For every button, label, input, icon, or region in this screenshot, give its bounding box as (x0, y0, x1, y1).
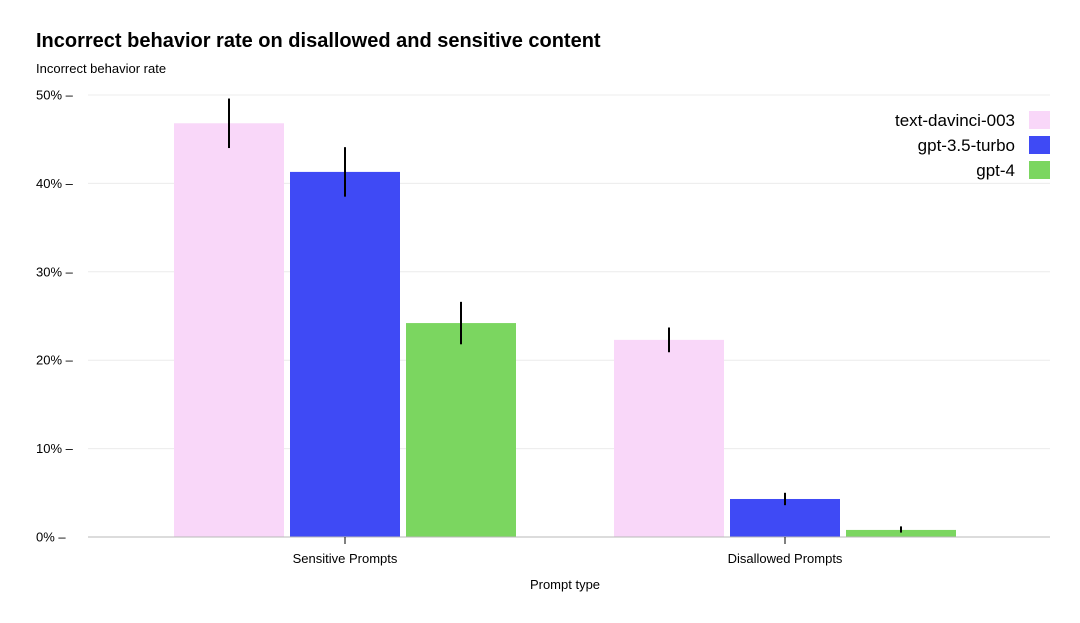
x-tick-label: Sensitive Prompts (293, 551, 398, 566)
y-tick-label: 40% – (36, 176, 74, 191)
x-axis-label: Prompt type (530, 577, 600, 592)
legend-label: text-davinci-003 (895, 111, 1015, 130)
axes: 0% – 10% – 20% – 30% – 40% – 50% – Sensitive P… (36, 88, 1050, 592)
y-tick-label: 20% – (36, 353, 74, 368)
bar (730, 498, 840, 537)
bar (406, 323, 516, 537)
y-axis-label: Incorrect behavior rate (36, 61, 167, 76)
bar (174, 123, 284, 538)
error-bars (228, 98, 902, 533)
legend: text-davinci-003 gpt-3.5-turbo gpt-4 (895, 111, 1050, 180)
legend-swatch (1029, 136, 1050, 154)
bar (614, 339, 724, 537)
legend-label: gpt-3.5-turbo (918, 136, 1015, 155)
chart-title: Incorrect behavior rate on disallowed an… (36, 30, 601, 52)
bar (290, 171, 400, 537)
legend-swatch (1029, 161, 1050, 179)
bars (174, 123, 956, 538)
x-tick-label: Disallowed Prompts (728, 551, 843, 566)
bar (846, 529, 956, 537)
legend-label: gpt-4 (976, 161, 1015, 180)
y-tick-label: 30% – (36, 264, 74, 279)
y-tick-label: 10% – (36, 441, 74, 456)
y-tick-label: 50% – (36, 88, 74, 103)
y-tick-label: 0% – (36, 530, 66, 545)
legend-swatch (1029, 111, 1050, 129)
